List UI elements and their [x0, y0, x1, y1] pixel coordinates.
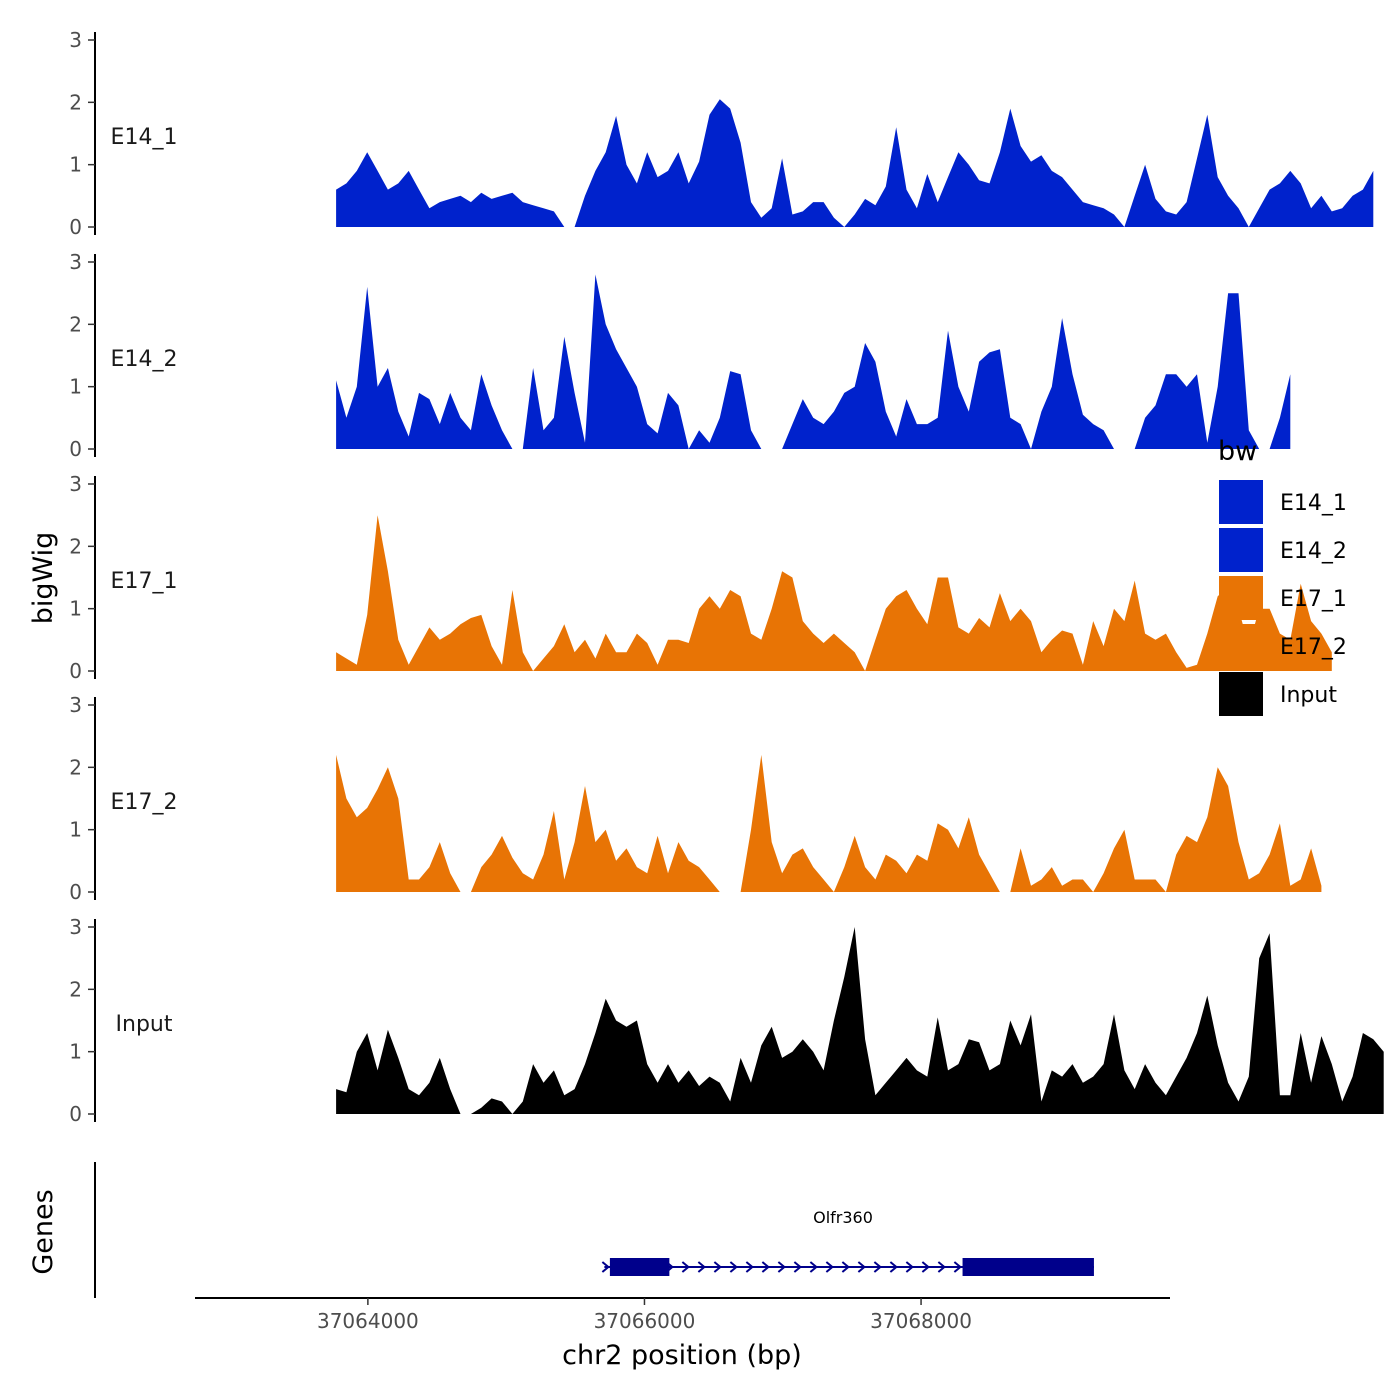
- y-tick-label: 1: [69, 153, 82, 177]
- y-tick-label: 2: [69, 755, 82, 779]
- y-axis-title: bigWig: [28, 532, 59, 625]
- y-tick-label: 0: [69, 659, 82, 683]
- y-tick-label: 0: [69, 1102, 82, 1126]
- legend-label: Input: [1280, 683, 1337, 708]
- strand-arrow: [889, 1261, 898, 1273]
- y-tick-label: 1: [69, 818, 82, 842]
- strand-arrow: [937, 1261, 946, 1273]
- y-tick-label: 2: [69, 534, 82, 558]
- strand-arrow: [825, 1261, 834, 1273]
- legend-key-Input: [1219, 672, 1263, 716]
- track-label: E17_1: [111, 569, 178, 594]
- y-tick-label: 2: [69, 90, 82, 114]
- track-label: E17_2: [111, 790, 178, 815]
- track-E14_2: 0 1 2 3 E14_2: [69, 250, 1291, 461]
- strand-arrow: [873, 1261, 882, 1273]
- y-tick-label: 0: [69, 880, 82, 904]
- legend-title: bw: [1218, 436, 1257, 467]
- x-tick-label: 37068000: [870, 1309, 972, 1333]
- y-tick-label: 1: [69, 375, 82, 399]
- area-Input: [336, 927, 1384, 1114]
- track-E17_2: 0 1 2 3 E17_2: [69, 693, 1322, 904]
- y-tick-label: 2: [69, 312, 82, 336]
- strand-arrow: [745, 1261, 754, 1273]
- track-label: E14_2: [111, 347, 178, 372]
- gene-exons: [609, 1258, 1094, 1276]
- y-tick-label: 0: [69, 437, 82, 461]
- track-label: E14_1: [111, 125, 178, 150]
- legend-label: E14_2: [1280, 539, 1347, 564]
- area-E14_2: [336, 274, 1291, 449]
- y-tick-label: 1: [69, 597, 82, 621]
- area-E17_1: [336, 515, 1332, 671]
- x-tick-label: 37066000: [594, 1309, 696, 1333]
- y-tick-label: 3: [69, 28, 82, 52]
- tracks-group: 0 1 2 3 E14_1 0 1 2 3 E14_2 0 1 2 3 E17_1 0 1 2 3 E17_2 0 1 2 3…: [69, 28, 1384, 1126]
- y-tick-label: 0: [69, 215, 82, 239]
- strand-arrow: [841, 1261, 850, 1273]
- genes-panel-title: Genes: [28, 1189, 59, 1274]
- strand-arrow: [777, 1261, 786, 1273]
- track-E17_1: 0 1 2 3 E17_1: [69, 472, 1332, 683]
- strand-arrow: [681, 1261, 690, 1273]
- strand-arrow: [857, 1261, 866, 1273]
- legend-label: E14_1: [1280, 491, 1347, 516]
- y-tick-label: 1: [69, 1040, 82, 1064]
- x-axis-ticks: 37064000 37066000 37068000: [317, 1298, 972, 1333]
- gene-label: Olfr360: [813, 1208, 873, 1227]
- strand-arrow: [809, 1261, 818, 1273]
- gene-exon: [609, 1258, 670, 1276]
- x-axis-title: chr2 position (bp): [562, 1340, 802, 1371]
- y-tick-label: 3: [69, 915, 82, 939]
- strand-arrow: [713, 1261, 722, 1273]
- legend-label: E17_1: [1280, 587, 1347, 612]
- gene-exon: [962, 1258, 1094, 1276]
- legend-key-E17_2: [1219, 624, 1263, 668]
- legend-key-E17_1: [1219, 576, 1263, 620]
- area-E17_2: [336, 754, 1322, 892]
- strand-arrow: [761, 1261, 770, 1273]
- x-tick-label: 37064000: [317, 1309, 419, 1333]
- y-tick-label: 3: [69, 250, 82, 274]
- track-Input: 0 1 2 3 Input: [69, 915, 1384, 1126]
- track-E14_1: 0 1 2 3 E14_1: [69, 28, 1374, 239]
- legend: bw E14_1 E14_2 E17_1 E17_2 Input: [1218, 436, 1347, 716]
- legend-key-E14_2: [1219, 528, 1263, 572]
- legend-key-E14_1: [1219, 480, 1263, 524]
- genes-panel: Olfr360: [94, 1162, 1094, 1298]
- track-label: Input: [116, 1012, 173, 1037]
- area-E14_1: [336, 99, 1374, 227]
- strand-arrow: [953, 1261, 962, 1273]
- legend-label: E17_2: [1280, 635, 1347, 660]
- y-tick-label: 2: [69, 977, 82, 1001]
- strand-arrow: [905, 1261, 914, 1273]
- strand-arrow: [793, 1261, 802, 1273]
- y-tick-label: 3: [69, 693, 82, 717]
- y-tick-label: 3: [69, 472, 82, 496]
- strand-arrow: [921, 1261, 930, 1273]
- strand-arrow: [697, 1261, 706, 1273]
- strand-arrow: [601, 1261, 610, 1273]
- strand-arrow: [729, 1261, 738, 1273]
